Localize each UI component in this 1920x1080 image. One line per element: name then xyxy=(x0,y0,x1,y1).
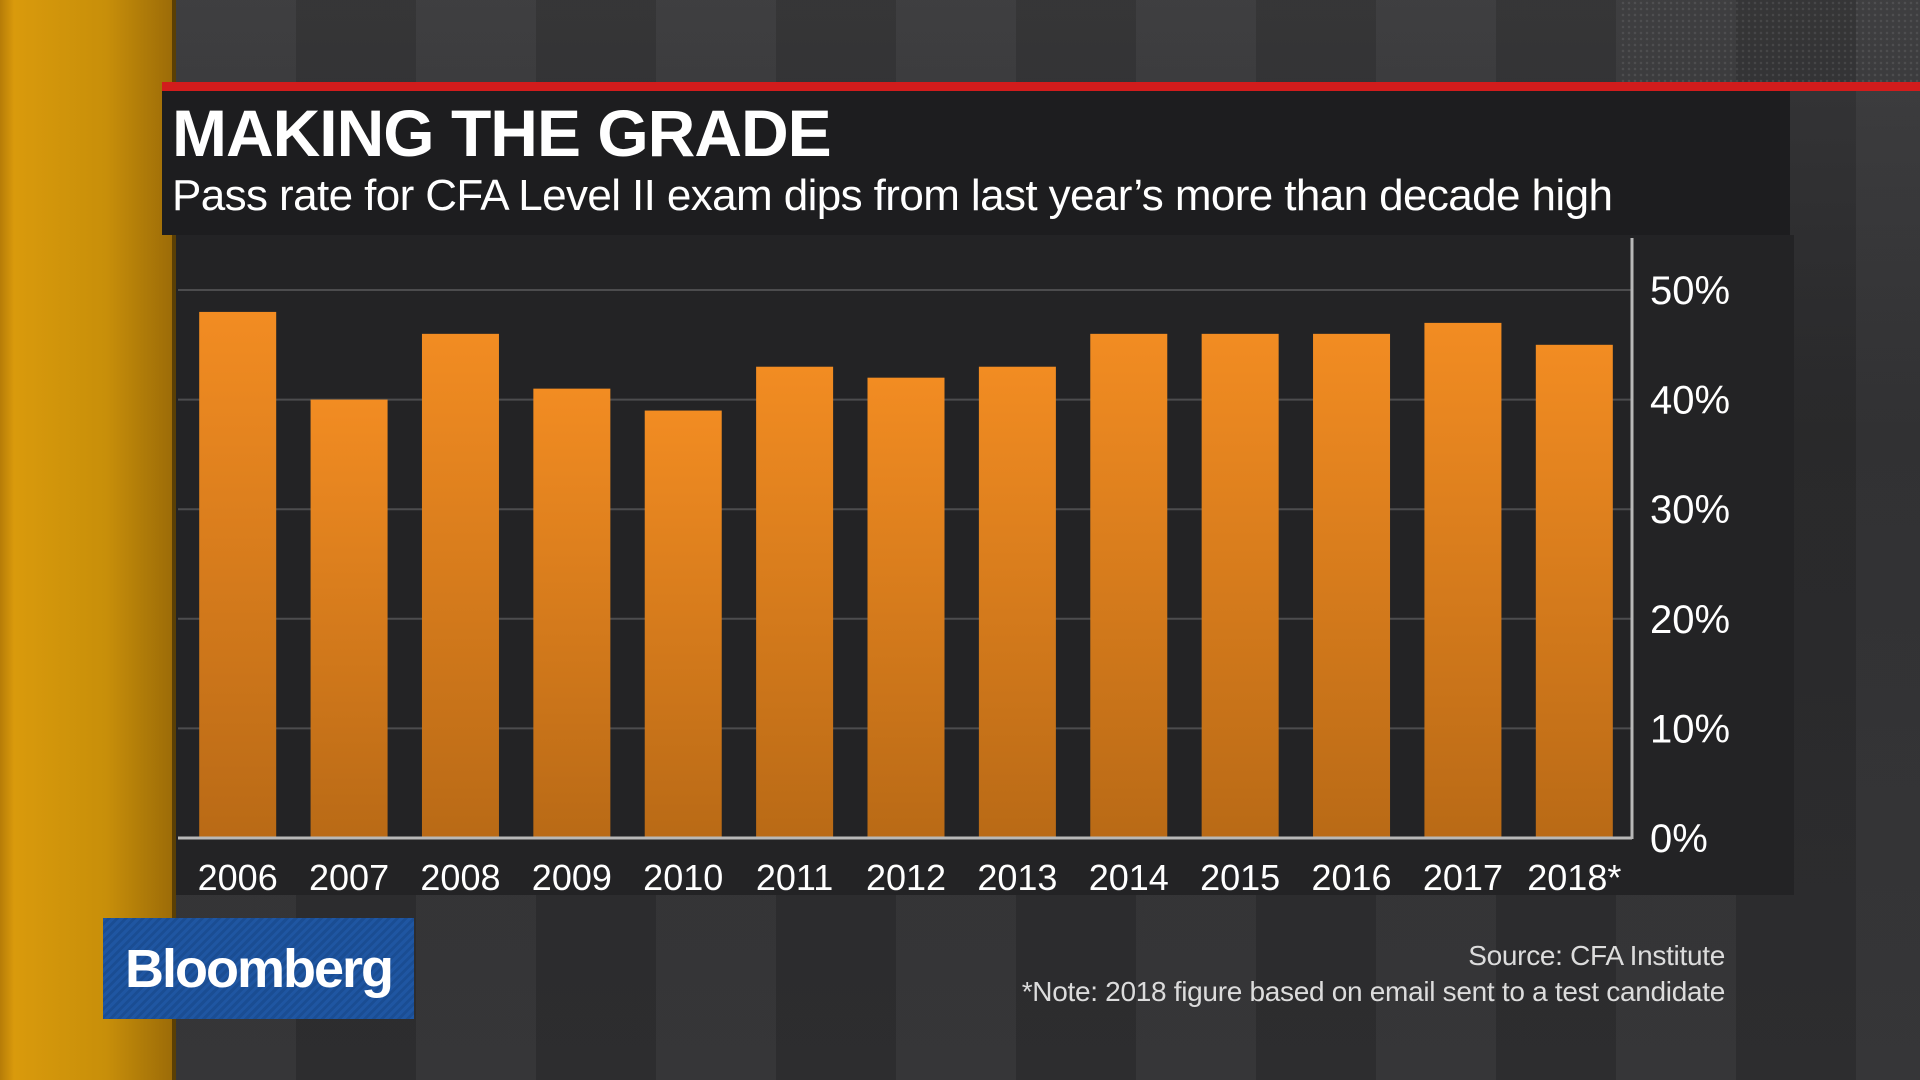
x-tick-label: 2007 xyxy=(309,857,389,898)
bar-2010 xyxy=(644,410,722,838)
bar-2013 xyxy=(978,366,1056,838)
y-tick-label: 30% xyxy=(1650,488,1730,532)
footnote-text: *Note: 2018 figure based on email sent t… xyxy=(1021,976,1726,1007)
x-tick-label: 2010 xyxy=(643,857,723,898)
chart-subtitle: Pass rate for CFA Level II exam dips fro… xyxy=(172,171,1613,220)
x-tick-label: 2014 xyxy=(1089,857,1169,898)
header-accent-rule xyxy=(162,82,1920,91)
bar-2008 xyxy=(421,333,499,838)
bar-2014 xyxy=(1090,333,1168,838)
axes xyxy=(178,238,1634,840)
bar-2012 xyxy=(867,377,945,838)
x-tick-labels: 2006 2007 2008 2009 2010 2011 2012 2013 2014 2015… xyxy=(198,857,1622,898)
studio-backdrop-left xyxy=(0,0,176,1080)
header-panel xyxy=(162,91,1790,235)
y-tick-label: 40% xyxy=(1650,379,1730,423)
bar-2007 xyxy=(310,399,388,838)
logo-wordmark: Bloomberg xyxy=(124,938,394,999)
bar-2015 xyxy=(1201,333,1279,838)
x-tick-label: 2008 xyxy=(420,857,500,898)
bar-2011 xyxy=(756,366,834,838)
chart-title: MAKING THE GRADE xyxy=(172,96,832,170)
y-tick-label: 10% xyxy=(1650,707,1730,751)
x-tick-label: 2012 xyxy=(866,857,946,898)
y-tick-label: 50% xyxy=(1650,269,1730,313)
x-tick-label: 2006 xyxy=(198,857,278,898)
y-tick-label: 20% xyxy=(1650,598,1730,642)
bar-2016 xyxy=(1313,333,1391,838)
x-tick-label: 2013 xyxy=(977,857,1057,898)
x-tick-label: 2011 xyxy=(756,857,833,898)
bars xyxy=(199,311,1613,838)
x-tick-label: 2018* xyxy=(1527,857,1621,898)
bar-2017 xyxy=(1424,322,1502,838)
x-tick-label: 2016 xyxy=(1311,857,1391,898)
y-tick-label: 0% xyxy=(1650,817,1708,861)
y-tick-labels: 0% 10% 20% 30% 40% 50% xyxy=(1650,269,1730,861)
x-tick-label: 2009 xyxy=(532,857,612,898)
bar-2009 xyxy=(533,388,611,838)
x-tick-label: 2015 xyxy=(1200,857,1280,898)
bar-2006 xyxy=(199,311,277,838)
bar-2018* xyxy=(1535,344,1613,838)
x-tick-label: 2017 xyxy=(1423,857,1503,898)
source-text: Source: CFA Institute xyxy=(1468,940,1725,971)
bloomberg-logo: Bloomberg xyxy=(103,918,414,1019)
